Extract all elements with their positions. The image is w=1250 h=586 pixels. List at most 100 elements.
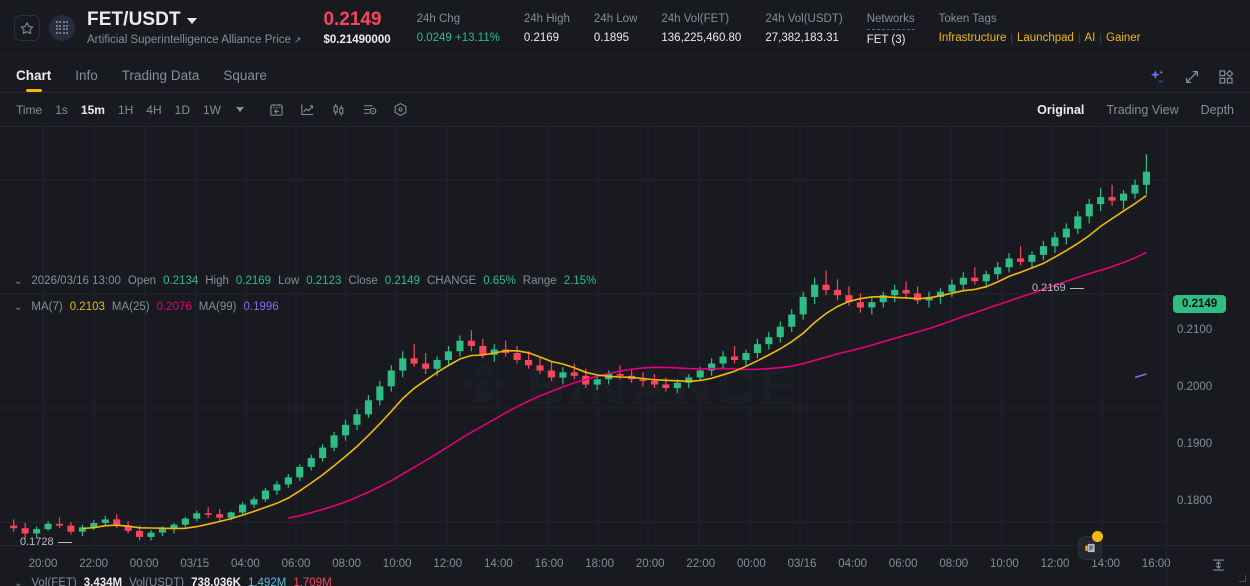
time-axis-tick: 10:00: [990, 558, 1019, 570]
time-axis-tick: 20:00: [635, 558, 665, 570]
price-plot[interactable]: [0, 127, 1167, 565]
legend-close-label: Close: [348, 275, 378, 287]
pair-line[interactable]: FET/USDT: [87, 9, 301, 31]
legend-ma7-value: 0.2103: [69, 301, 105, 313]
pair-subtitle-link[interactable]: Artificial Superintelligence Alliance Pr…: [87, 34, 301, 46]
market-header: FET/USDT Artificial Superintelligence Al…: [0, 0, 1250, 56]
legend-low-label: Low: [278, 275, 300, 287]
stat-24h-vol-fet: 24h Vol(FET) 136,225,460.80: [661, 11, 741, 44]
news-glyph-icon: [1085, 543, 1095, 553]
legend-vol-usdt-value: 738.036K: [191, 577, 241, 586]
legend-range-value: 2.15%: [563, 275, 597, 287]
pair-block: FET/USDT Artificial Superintelligence Al…: [87, 9, 301, 46]
legend-vol-ma-pink: 1.709M: [293, 577, 332, 586]
time-axis-tick: 14:00: [484, 558, 513, 570]
stat-label[interactable]: Networks: [866, 11, 915, 31]
news-unread-dot-icon: [1092, 531, 1103, 542]
legend-ma7-label: MA(7): [31, 301, 63, 313]
tabbar-actions: AI: [1149, 68, 1234, 92]
tab-trading-data[interactable]: Trading Data: [121, 68, 200, 83]
high-price-marker: 0.2169: [1032, 282, 1084, 294]
stat-value: 0.0249 +13.11%: [416, 32, 500, 45]
horizontal-gridlines: [0, 179, 1166, 523]
interval-1h[interactable]: 1H: [117, 102, 134, 117]
low-price-marker-value: 0.1728: [20, 536, 54, 548]
price-axis-tick: 0.1900: [1177, 438, 1213, 450]
interval-15m[interactable]: 15m: [80, 102, 105, 117]
indicators-icon[interactable]: [362, 102, 377, 117]
candlestick-icon[interactable]: [331, 102, 346, 117]
token-tag[interactable]: Infrastructure: [938, 32, 1007, 45]
stat-24h-chg: 24h Chg 0.0249 +13.11%: [417, 11, 500, 44]
crosshair-icon[interactable]: [393, 102, 408, 117]
legend-open-label: Open: [127, 275, 157, 287]
line-chart-icon[interactable]: [300, 102, 315, 117]
stat-label: 24h Low: [593, 12, 638, 25]
stat-value: 0.2169: [523, 32, 560, 45]
tab-chart[interactable]: Chart: [16, 68, 51, 92]
resize-corner-icon[interactable]: [1239, 575, 1246, 582]
grid-icon[interactable]: [49, 14, 75, 41]
time-axis-tick: 16:00: [1141, 558, 1171, 570]
time-axis-tick: 14:00: [1091, 558, 1120, 570]
collapse-chevron-icon[interactable]: ⌄: [14, 275, 23, 287]
price-axis[interactable]: 0.2149 0.2100 0.1900 0.2000 0.1800: [1167, 127, 1250, 565]
token-tag[interactable]: Launchpad: [1016, 32, 1074, 45]
time-axis-tick: 00:00: [737, 558, 766, 570]
time-axis-tick: 10:00: [382, 558, 412, 570]
marker-dash: [1069, 287, 1084, 289]
view-tab-depth[interactable]: Depth: [1200, 102, 1234, 117]
token-tags-block: Token Tags Infrastructure | Launchpad | …: [939, 11, 1141, 44]
token-tag[interactable]: AI: [1084, 32, 1096, 45]
interval-more-chevron-down-icon[interactable]: [235, 107, 244, 112]
chart-area: ⌄ 2026/03/16 13:00 Open 0.2134 High 0.21…: [0, 127, 1250, 586]
ma7-line: [82, 194, 1147, 530]
chevron-down-icon[interactable]: [186, 18, 197, 24]
legend-ma25-value: 0.2076: [156, 301, 192, 313]
auto-scale-icon[interactable]: [1211, 557, 1226, 573]
header-icon-group: [14, 14, 75, 41]
tab-square[interactable]: Square: [223, 68, 267, 83]
ai-sparkle-icon[interactable]: AI: [1149, 68, 1166, 85]
ma25-line: [288, 251, 1147, 519]
pair-subtitle: Artificial Superintelligence Alliance Pr…: [87, 34, 291, 46]
interval-4h[interactable]: 4H: [146, 102, 162, 117]
stat-24h-high: 24h High 0.2169: [524, 11, 570, 44]
expand-icon[interactable]: [1184, 69, 1200, 85]
last-price-block: 0.2149 $0.21490000: [323, 9, 390, 46]
token-tag[interactable]: Gainer: [1106, 32, 1141, 45]
stat-label: 24h Vol(USDT): [765, 12, 843, 25]
time-axis-tick: 03/16: [787, 558, 817, 570]
time-axis-tick: 16:00: [534, 558, 564, 570]
time-axis-tick: 04:00: [838, 558, 867, 570]
tab-info[interactable]: Info: [75, 68, 98, 83]
toolbar-icon-group: [269, 102, 408, 117]
collapse-chevron-icon[interactable]: ⌄: [14, 577, 23, 586]
low-price-marker: 0.1728: [20, 536, 72, 548]
last-price: 0.2149: [323, 9, 382, 31]
interval-1d[interactable]: 1D: [174, 102, 190, 117]
collapse-chevron-icon[interactable]: ⌄: [14, 301, 23, 313]
view-tab-trading-view[interactable]: Trading View: [1106, 102, 1179, 117]
token-tags: Infrastructure | Launchpad | AI | Gainer: [939, 32, 1141, 44]
vertical-gridlines: [42, 127, 1103, 565]
interval-1w[interactable]: 1W: [202, 102, 221, 117]
ohlc-legend: ⌄ 2026/03/16 13:00 Open 0.2134 High 0.21…: [14, 275, 596, 287]
legend-change-label: CHANGE: [426, 275, 477, 287]
stat-networks: Networks FET (3): [866, 9, 915, 46]
volume-legend: ⌄ Vol(FET) 3.434M Vol(USDT) 738.036K 1.4…: [14, 577, 332, 586]
time-axis-tick: 22:00: [686, 558, 716, 570]
star-icon[interactable]: [14, 14, 40, 41]
calendar-back-icon[interactable]: [269, 102, 284, 117]
layout-grid-icon[interactable]: [1218, 69, 1234, 85]
legend-ma25-label: MA(25): [111, 301, 150, 313]
time-axis-tick: 00:00: [129, 558, 159, 570]
token-tags-label: Token Tags: [938, 12, 997, 25]
time-axis[interactable]: 20:00 22:00 00:00 03/15 04:00 06:00 08:00 10:00…: [0, 545, 1250, 586]
chart-toolbar: Time 1s 15m 1H 4H 1D 1W: [0, 93, 1250, 127]
legend-range-label: Range: [522, 275, 557, 287]
interval-1s[interactable]: 1s: [55, 102, 68, 117]
svg-text:AI: AI: [1158, 79, 1163, 85]
view-tab-original[interactable]: Original: [1037, 102, 1085, 117]
